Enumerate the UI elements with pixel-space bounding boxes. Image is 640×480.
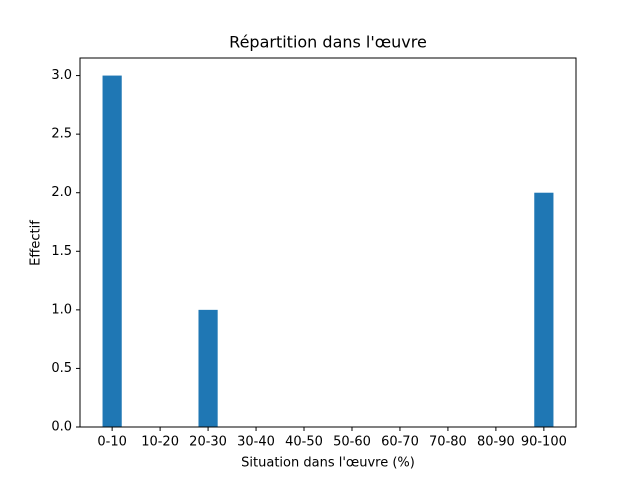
plot-frame: [79, 57, 577, 428]
x-axis-label: Situation dans l'œuvre (%): [241, 456, 415, 471]
y-tick-label: 3.0: [51, 68, 72, 83]
y-tick-label: 1.5: [51, 244, 72, 259]
bar: [102, 75, 122, 428]
y-axis-label: Effectif: [29, 220, 44, 266]
x-tick-label: 40-50: [285, 435, 323, 450]
x-tick-label: 70-80: [429, 435, 467, 450]
x-tick-label: 0-10: [97, 435, 127, 450]
x-tick-label: 50-60: [333, 435, 371, 450]
x-tick-label: 80-90: [477, 435, 515, 450]
y-tick-label: 2.5: [51, 127, 72, 142]
y-tick-label: 2.0: [51, 185, 72, 200]
chart-title: Répartition dans l'œuvre: [229, 33, 427, 52]
y-tick-label: 0.5: [51, 361, 72, 376]
x-tick-label: 90-100: [521, 435, 567, 450]
x-tick-label: 20-30: [189, 435, 227, 450]
y-tick-label: 1.0: [51, 302, 72, 317]
x-tick-label: 30-40: [237, 435, 275, 450]
x-tick-label: 10-20: [141, 435, 179, 450]
bar: [198, 309, 218, 427]
y-tick-label: 0.0: [51, 420, 72, 435]
bar: [534, 192, 554, 427]
x-tick-label: 60-70: [381, 435, 419, 450]
